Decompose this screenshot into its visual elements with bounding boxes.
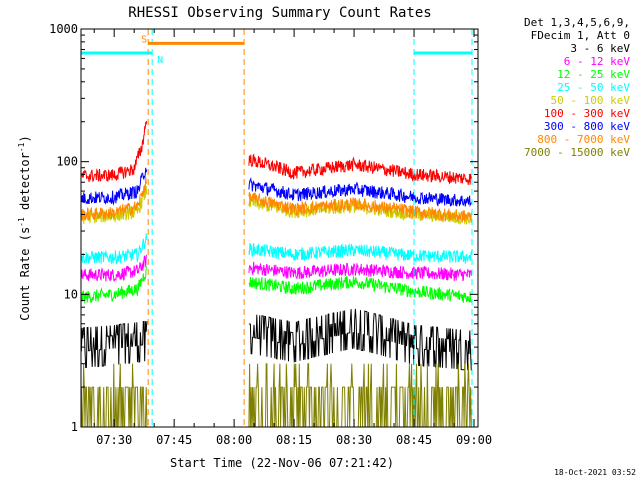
x-tick-label-0: 07:30 xyxy=(96,433,132,447)
x-tick-label-6: 09:00 xyxy=(456,433,492,447)
legend-header-1: Det 1,3,4,5,6,9, xyxy=(524,16,630,29)
x-tick-label-4: 08:30 xyxy=(336,433,372,447)
legend-entry-5: 100 - 300 keV xyxy=(544,107,630,120)
y-tick-label-0: 1 xyxy=(71,420,78,434)
legend-header-2: FDecim 1, Att 0 xyxy=(531,29,630,42)
x-tick-label-3: 08:15 xyxy=(276,433,312,447)
x-axis: 07:30 07:45 08:00 08:15 08:30 08:45 09:00 xyxy=(93,29,492,447)
plot-frame xyxy=(80,28,479,428)
series-trace-2 xyxy=(81,266,472,304)
chart-title: RHESSI Observing Summary Count Rates xyxy=(128,5,431,21)
legend-entry-2: 12 - 25 keV xyxy=(557,68,630,81)
x-tick-label-1: 07:45 xyxy=(156,433,192,447)
legend-entry-7: 800 - 7000 keV xyxy=(537,133,630,146)
flag-label-1: N xyxy=(157,55,163,66)
legend-entry-3: 25 - 50 keV xyxy=(557,81,630,94)
plot-area: SN xyxy=(80,29,473,428)
y-tick-label-2: 100 xyxy=(56,155,78,169)
flag-label-0: S xyxy=(141,34,147,45)
y-axis-label: Count Rate (s-1 detector-1) xyxy=(17,135,32,320)
y-tick-label-1: 10 xyxy=(64,287,78,301)
legend-entry-8: 7000 - 15000 keV xyxy=(524,146,630,159)
x-tick-label-2: 08:00 xyxy=(216,433,252,447)
series-trace-3 xyxy=(80,233,472,265)
legend: Det 1,3,4,5,6,9, FDecim 1, Att 0 3 - 6 k… xyxy=(524,16,630,159)
legend-entry-6: 300 - 800 keV xyxy=(544,120,630,133)
series-trace-5 xyxy=(81,120,472,186)
legend-entry-1: 6 - 12 keV xyxy=(564,55,631,68)
y-tick-label-3: 1000 xyxy=(49,22,78,36)
footer-timestamp: 18-Oct-2021 03:52 xyxy=(554,468,636,477)
legend-entry-0: 3 - 6 keV xyxy=(570,42,630,55)
series-trace-8 xyxy=(80,363,472,428)
series-trace-0 xyxy=(80,308,472,371)
x-axis-label: Start Time (22-Nov-06 07:21:42) xyxy=(170,456,394,470)
series-trace-1 xyxy=(80,254,472,282)
legend-entry-4: 50 - 100 keV xyxy=(551,94,631,107)
y-axis: 1 10 100 1000 xyxy=(49,22,478,434)
x-tick-label-5: 08:45 xyxy=(396,433,432,447)
series-trace-7 xyxy=(80,176,472,223)
series-trace-6 xyxy=(80,167,472,208)
